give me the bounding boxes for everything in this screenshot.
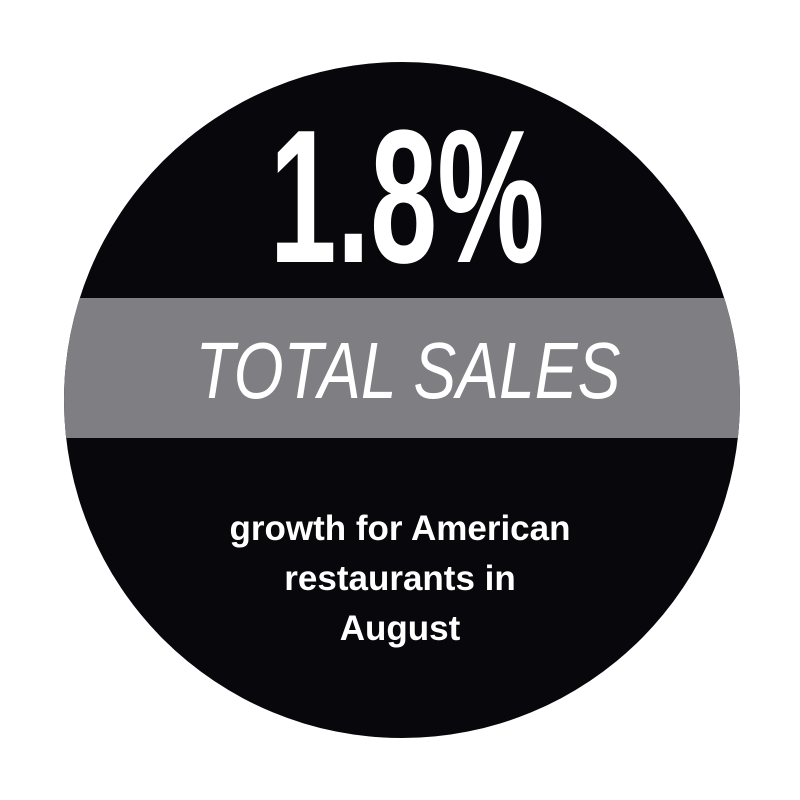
stat: 1.8% <box>270 91 545 303</box>
caption-line: August <box>340 609 461 648</box>
label-band <box>64 298 740 438</box>
caption-line: growth for American <box>230 509 571 548</box>
label: TOTAL SALES <box>196 326 621 415</box>
caption-line: restaurants in <box>284 559 515 598</box>
